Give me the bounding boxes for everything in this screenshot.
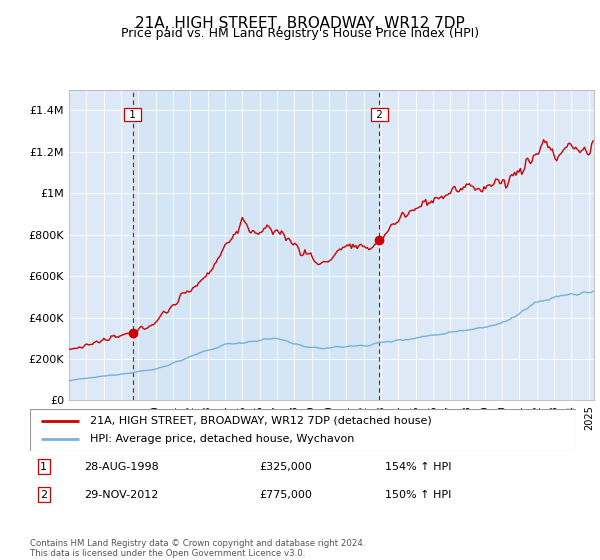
- Text: Price paid vs. HM Land Registry's House Price Index (HPI): Price paid vs. HM Land Registry's House …: [121, 27, 479, 40]
- Text: 1: 1: [126, 110, 139, 120]
- Text: £325,000: £325,000: [259, 461, 312, 472]
- Text: 2: 2: [373, 110, 386, 120]
- Text: 21A, HIGH STREET, BROADWAY, WR12 7DP (detached house): 21A, HIGH STREET, BROADWAY, WR12 7DP (de…: [90, 416, 432, 426]
- Text: 29-NOV-2012: 29-NOV-2012: [85, 490, 159, 500]
- Text: 28-AUG-1998: 28-AUG-1998: [85, 461, 160, 472]
- Text: 2: 2: [40, 490, 47, 500]
- Text: HPI: Average price, detached house, Wychavon: HPI: Average price, detached house, Wych…: [90, 434, 355, 444]
- Text: 21A, HIGH STREET, BROADWAY, WR12 7DP: 21A, HIGH STREET, BROADWAY, WR12 7DP: [135, 16, 465, 31]
- Text: 150% ↑ HPI: 150% ↑ HPI: [385, 490, 451, 500]
- Text: 1: 1: [40, 461, 47, 472]
- Bar: [133, 90, 379, 400]
- Text: Contains HM Land Registry data © Crown copyright and database right 2024.
This d: Contains HM Land Registry data © Crown c…: [30, 539, 365, 558]
- Text: £775,000: £775,000: [259, 490, 312, 500]
- Text: 154% ↑ HPI: 154% ↑ HPI: [385, 461, 451, 472]
